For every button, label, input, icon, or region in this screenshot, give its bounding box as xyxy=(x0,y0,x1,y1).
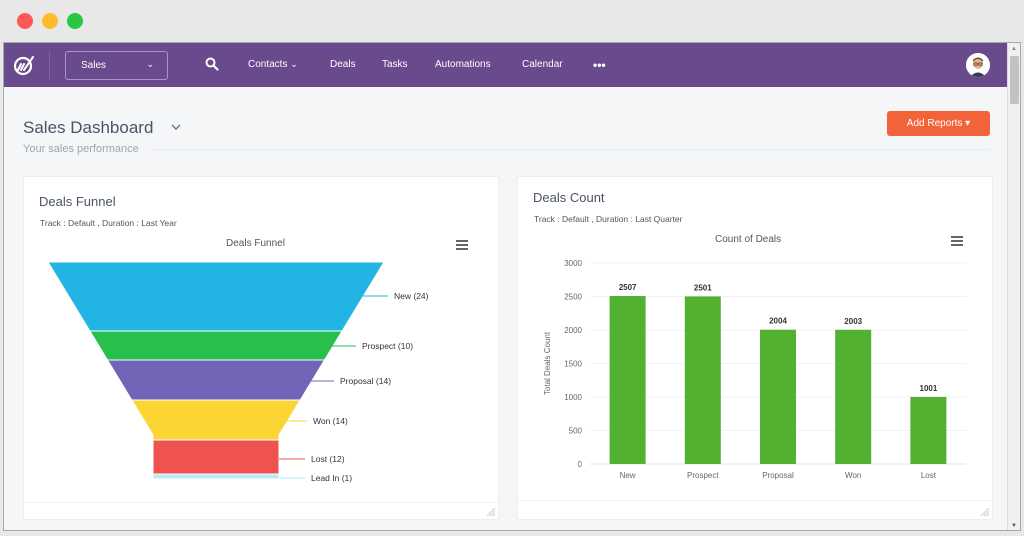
header-divider xyxy=(152,149,990,150)
card-title: Deals Funnel xyxy=(39,194,116,209)
chart-menu-icon[interactable] xyxy=(456,240,468,250)
chart-menu-icon[interactable] xyxy=(951,236,963,246)
y-tick-label: 2500 xyxy=(564,293,582,302)
page-title: Sales Dashboard xyxy=(23,118,154,137)
y-axis-label: Total Deals Count xyxy=(543,331,552,395)
y-tick-label: 2000 xyxy=(564,326,582,335)
x-tick-label: Won xyxy=(845,471,861,480)
nav-item-tasks[interactable]: Tasks xyxy=(382,59,408,70)
funnel-label: Lead In (1) xyxy=(311,473,352,483)
x-tick-label: Prospect xyxy=(687,471,719,480)
chevron-down-icon: ⌄ xyxy=(290,59,298,69)
scroll-down-arrow-icon[interactable]: ▼ xyxy=(1011,523,1017,529)
data-label: 2003 xyxy=(844,317,862,326)
card-subtitle: Track : Default , Duration : Last Year xyxy=(40,218,177,228)
funnel-chart: New (24) Prospect (10) Proposal (14) Won (1… xyxy=(47,261,429,483)
page-subtitle: Your sales performance xyxy=(23,143,139,155)
top-navbar: Sales ⌄ Contacts ⌄ Deals Tasks Automatio… xyxy=(4,43,1007,87)
vertical-scrollbar[interactable]: ▲ ▼ xyxy=(1007,43,1020,530)
nav-item-contacts[interactable]: Contacts ⌄ xyxy=(248,59,298,70)
y-tick-label: 1500 xyxy=(564,360,582,369)
bar-prospect xyxy=(684,296,721,464)
card-subtitle: Track : Default , Duration : Last Quarte… xyxy=(534,214,683,224)
scrollbar-thumb[interactable] xyxy=(1010,56,1019,104)
more-options-icon[interactable]: ••• xyxy=(593,58,606,72)
data-label: 2507 xyxy=(619,283,637,292)
nav-divider xyxy=(49,51,50,79)
nav-item-deals[interactable]: Deals xyxy=(330,59,356,70)
x-tick-label: Proposal xyxy=(762,471,794,480)
bar-won xyxy=(835,329,872,464)
funnel-label: Prospect (10) xyxy=(362,341,413,351)
browser-viewport: Sales ⌄ Contacts ⌄ Deals Tasks Automatio… xyxy=(3,42,1021,531)
close-window-button[interactable] xyxy=(17,13,33,29)
y-tick-label: 500 xyxy=(569,427,583,436)
funnel-segment-new xyxy=(47,261,385,332)
funnel-label: Lost (12) xyxy=(311,454,345,464)
search-icon[interactable] xyxy=(205,57,219,71)
x-tick-label: Lost xyxy=(921,471,937,480)
resize-handle-icon[interactable] xyxy=(980,507,990,517)
minimize-window-button[interactable] xyxy=(42,13,58,29)
bar-new xyxy=(609,296,646,464)
data-label: 1001 xyxy=(920,384,938,393)
maximize-window-button[interactable] xyxy=(67,13,83,29)
funnel-segment-lead-in xyxy=(152,473,280,480)
chevron-down-icon: ⌄ xyxy=(146,59,154,69)
bar-proposal xyxy=(760,329,796,464)
deals-count-card: Deals Count Track : Default , Duration :… xyxy=(517,176,993,520)
bar-chart: 0 500 1000 1500 2000 2500 3000 Total Deals Coun… xyxy=(543,259,966,480)
user-avatar[interactable] xyxy=(966,53,990,77)
funnel-segment-lost xyxy=(152,439,280,475)
funnel-segment-won xyxy=(130,399,302,441)
card-title: Deals Count xyxy=(533,190,605,205)
funnel-label: New (24) xyxy=(394,291,429,301)
nav-item-contacts-label: Contacts xyxy=(248,59,288,70)
funnel-segment-proposal xyxy=(106,359,326,401)
nav-item-calendar[interactable]: Calendar xyxy=(522,59,563,70)
resize-handle-icon[interactable] xyxy=(486,507,496,517)
chart-title: Count of Deals xyxy=(715,234,782,245)
data-label: 2004 xyxy=(769,317,787,326)
chart-title: Deals Funnel xyxy=(226,238,285,249)
x-tick-label: New xyxy=(620,471,636,480)
y-tick-label: 0 xyxy=(578,460,583,469)
card-footer-divider xyxy=(518,500,992,501)
brand-logo-icon[interactable] xyxy=(12,53,36,77)
dashboard-chevron-down-icon[interactable] xyxy=(170,121,182,133)
deals-funnel-card: Deals Funnel Track : Default , Duration … xyxy=(23,176,499,520)
avatar-icon xyxy=(966,53,990,77)
bar-lost xyxy=(910,396,947,464)
y-tick-label: 1000 xyxy=(564,393,582,402)
module-select[interactable]: Sales ⌄ xyxy=(65,51,168,80)
nav-item-automations[interactable]: Automations xyxy=(435,59,491,70)
funnel-label: Proposal (14) xyxy=(340,376,391,386)
module-select-value: Sales xyxy=(81,60,107,71)
funnel-label: Won (14) xyxy=(313,416,348,426)
title-bar xyxy=(0,0,1024,42)
scroll-up-arrow-icon[interactable]: ▲ xyxy=(1011,46,1017,52)
card-footer-divider xyxy=(24,502,498,503)
data-label: 2501 xyxy=(694,283,712,292)
funnel-segment-prospect xyxy=(88,330,344,361)
y-tick-label: 3000 xyxy=(564,259,582,268)
add-reports-button[interactable]: Add Reports ▾ xyxy=(887,111,990,136)
